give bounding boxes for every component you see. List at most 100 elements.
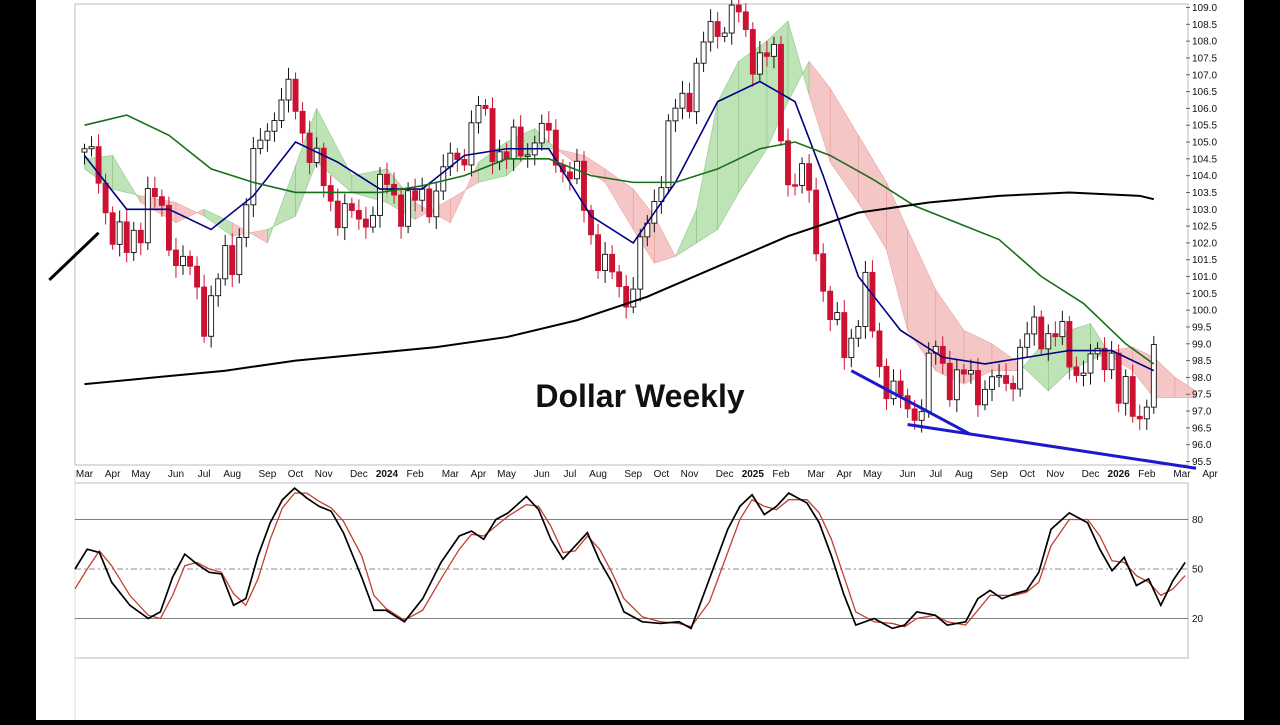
candle-up: [967, 370, 974, 375]
candle-down: [137, 229, 144, 244]
x-tick-label: Jul: [198, 469, 211, 480]
oscillator-y-tick-label: 50: [1192, 565, 1204, 576]
candle-up: [215, 278, 222, 297]
x-tick-label: Jul: [564, 469, 577, 480]
candle-up: [278, 99, 285, 122]
candle-up: [756, 52, 763, 75]
x-tick-label: May: [863, 469, 882, 480]
price-y-tick-label: 100.0: [1192, 306, 1217, 317]
candle-down: [95, 146, 102, 184]
candle-down: [609, 253, 616, 273]
candle-up: [630, 288, 637, 308]
cloud-bearish-segment: [654, 215, 676, 264]
candle-up: [693, 62, 700, 113]
x-tick-label: Feb: [407, 469, 425, 480]
candle-up: [848, 337, 855, 359]
candle-down: [355, 210, 362, 220]
candle-up: [1150, 344, 1157, 408]
candle-down: [201, 286, 208, 337]
candle-down: [763, 52, 770, 57]
x-tick-label: 2024: [376, 469, 399, 480]
x-tick-label: Nov: [315, 469, 333, 480]
x-tick-label: Apr: [1202, 469, 1218, 480]
candle-up: [637, 236, 644, 290]
candle-down: [616, 271, 623, 287]
candle-down: [173, 249, 179, 267]
x-tick-label: Mar: [808, 469, 826, 480]
candle-down: [792, 184, 798, 187]
candle-up: [799, 163, 806, 186]
candle-up: [88, 146, 95, 150]
candle-up: [180, 255, 186, 267]
candle-up: [475, 105, 482, 124]
price-y-tick-label: 102.5: [1192, 222, 1217, 233]
candle-down: [960, 369, 967, 375]
candle-up: [728, 4, 735, 34]
candle-down: [503, 151, 510, 160]
x-tick-label: Oct: [288, 469, 304, 480]
price-y-tick-label: 97.0: [1192, 407, 1212, 418]
candle-up: [405, 190, 412, 227]
x-tick-label: Apr: [105, 469, 121, 480]
candle-up: [130, 229, 137, 253]
candle-up: [665, 120, 672, 189]
candle-up: [433, 190, 440, 218]
price-y-tick-label: 105.5: [1192, 121, 1217, 132]
price-y-tick-label: 99.0: [1192, 339, 1212, 350]
candle-down: [588, 209, 594, 236]
candle-up: [250, 148, 257, 206]
candle-down: [229, 245, 236, 276]
price-y-tick-label: 108.0: [1192, 37, 1217, 48]
x-tick-label: May: [497, 469, 516, 480]
candle-down: [1073, 366, 1080, 376]
candle-down: [876, 330, 883, 367]
candle-down: [735, 4, 742, 13]
candle-down: [1066, 321, 1073, 368]
candle-up: [510, 126, 517, 160]
candle-down: [581, 160, 587, 211]
candle-up: [81, 148, 88, 153]
candle-up: [236, 237, 243, 276]
candle-up: [313, 147, 320, 163]
candle-up: [1143, 406, 1150, 420]
candle-down: [151, 188, 158, 198]
x-tick-label: Jun: [168, 469, 184, 480]
candle-down: [813, 189, 820, 255]
candle-down: [102, 182, 109, 214]
candle-down: [454, 152, 461, 160]
candle-down: [158, 196, 165, 206]
x-tick-label: Mar: [442, 469, 460, 480]
price-y-tick-label: 98.0: [1192, 373, 1212, 384]
candle-down: [348, 203, 355, 211]
candle-down: [292, 78, 299, 112]
candle-up: [1080, 372, 1087, 376]
x-tick-label: Dec: [716, 469, 734, 480]
price-y-tick-label: 107.5: [1192, 53, 1217, 64]
cloud-bearish-segment: [1174, 376, 1197, 398]
candle-down: [623, 286, 630, 308]
candle-down: [398, 194, 405, 227]
candle-down: [1115, 352, 1122, 404]
candle-down: [299, 110, 306, 134]
candle-up: [862, 271, 869, 327]
candle-down: [946, 362, 953, 401]
x-tick-label: Feb: [772, 469, 790, 480]
candle-up: [222, 245, 229, 280]
candle-down: [545, 122, 552, 131]
candle-up: [264, 130, 271, 141]
candle-down: [1052, 333, 1059, 338]
candle-up: [369, 214, 376, 228]
candle-up: [271, 120, 278, 132]
x-tick-label: Jun: [534, 469, 550, 480]
x-tick-label: Aug: [589, 469, 607, 480]
candle-up: [602, 253, 609, 271]
candle-down: [897, 380, 904, 397]
candle-up: [440, 166, 447, 192]
x-tick-label: Aug: [223, 469, 241, 480]
price-y-tick-label: 101.5: [1192, 255, 1217, 266]
x-tick-label: Apr: [471, 469, 487, 480]
chart-title: Dollar Weekly: [535, 378, 744, 414]
x-tick-label: Jun: [900, 469, 916, 480]
candle-up: [1031, 316, 1038, 335]
